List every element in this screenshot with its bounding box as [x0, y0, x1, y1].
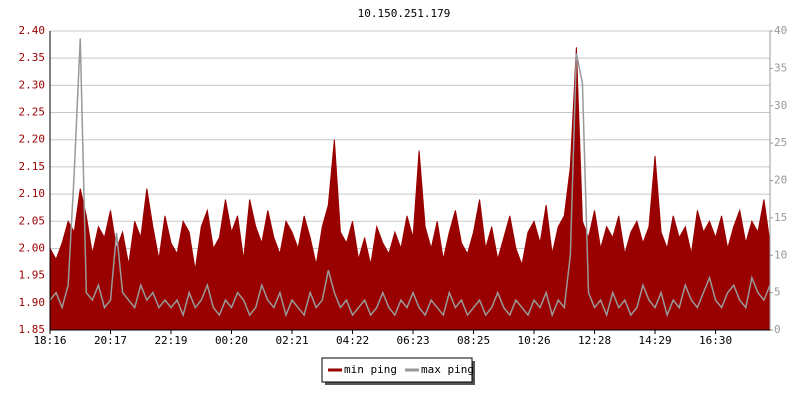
x-tick-label: 16:30: [699, 334, 732, 347]
y2-tick-label: 10: [774, 248, 787, 261]
y-tick-label: 2.25: [19, 106, 46, 119]
x-tick-label: 20:17: [94, 334, 127, 347]
y2-tick-label: 30: [774, 99, 787, 112]
x-tick-label: 02:21: [275, 334, 308, 347]
y2-tick-label: 20: [774, 174, 787, 187]
x-tick-label: 06:23: [396, 334, 429, 347]
y2-tick-label: 40: [774, 24, 787, 37]
y2-tick-label: 0: [774, 323, 781, 336]
y2-tick-label: 35: [774, 61, 787, 74]
y-tick-label: 2.15: [19, 160, 46, 173]
x-tick-label: 12:28: [578, 334, 611, 347]
x-tick-label: 18:16: [33, 334, 66, 347]
y-tick-label: 1.85: [19, 323, 46, 336]
x-tick-label: 10:26: [517, 334, 550, 347]
y-tick-label: 1.90: [19, 296, 46, 309]
y2-tick-label: 25: [774, 136, 787, 149]
y-tick-label: 2.35: [19, 51, 46, 64]
legend-box: [321, 357, 473, 383]
y-tick-label: 2.10: [19, 187, 46, 200]
chart-title: 10.150.251.179: [358, 7, 451, 20]
y-tick-label: 1.95: [19, 269, 46, 282]
y-tick-label: 2.40: [19, 24, 46, 37]
max-ping-line: [49, 38, 771, 318]
y2-tick-label: 5: [774, 286, 781, 299]
legend: min ping max ping: [321, 357, 475, 385]
y-tick-label: 2.00: [19, 241, 46, 254]
x-tick-label: 08:25: [457, 334, 490, 347]
y-tick-label: 2.20: [19, 133, 46, 146]
legend-label: max ping: [421, 363, 474, 376]
x-tick-label: 00:20: [215, 334, 248, 347]
x-tick-label: 22:19: [154, 334, 187, 347]
legend-label: min ping: [344, 363, 397, 376]
x-tick-label: 04:22: [336, 334, 369, 347]
y-tick-label: 2.05: [19, 214, 46, 227]
y2-tick-label: 15: [774, 211, 787, 224]
y-tick-label: 2.30: [19, 78, 46, 91]
x-tick-label: 14:29: [638, 334, 671, 347]
min-ping-area: [49, 47, 771, 331]
